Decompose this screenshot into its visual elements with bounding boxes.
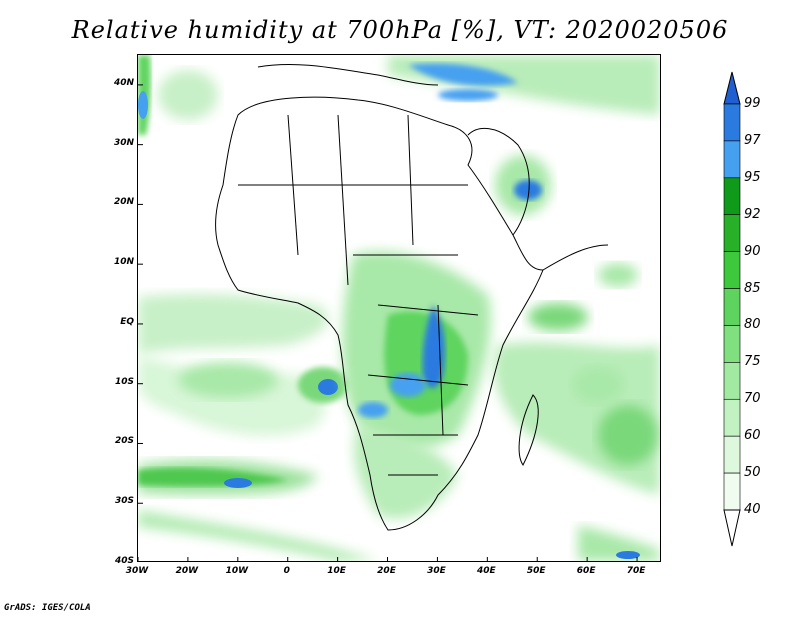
colorbar-swatch <box>723 362 741 400</box>
axis-ticks <box>138 84 638 561</box>
lon-tick-label: 0 <box>283 566 290 576</box>
colorbar-label: 70 <box>744 391 761 407</box>
lat-tick-label: 20N <box>113 197 134 208</box>
colorbar-swatch <box>723 472 741 511</box>
colorbar-label: 97 <box>744 132 761 148</box>
lon-tick-label: 30W <box>125 566 149 576</box>
colorbar-label: 92 <box>744 206 761 222</box>
colorbar-label: 75 <box>744 354 761 370</box>
colorbar-swatch <box>723 251 741 289</box>
colorbar <box>723 71 741 547</box>
colorbar-label: 50 <box>744 465 761 481</box>
lon-tick-label: 50E <box>526 566 546 576</box>
lon-tick-label: 10E <box>327 566 346 576</box>
lat-tick-label: 10S <box>114 376 134 387</box>
colorbar-label: 85 <box>744 280 761 296</box>
lon-tick-label: 40E <box>476 566 496 576</box>
colorbar-bottom-arrow <box>723 509 741 547</box>
colorbar-swatch <box>723 103 741 142</box>
humidity-map <box>138 55 660 561</box>
lon-tick-label: 70E <box>626 566 646 576</box>
lat-tick-label: 30N <box>113 137 134 148</box>
colorbar-label: 90 <box>744 243 761 259</box>
coastlines <box>215 63 609 531</box>
lat-tick-label: 40N <box>113 77 134 88</box>
lat-tick-label: EQ <box>120 316 134 327</box>
colorbar-swatch <box>723 214 741 252</box>
map-title: Relative humidity at 700hPa [%], VT: 202… <box>71 16 729 44</box>
lat-tick-label: 30S <box>114 496 134 507</box>
lat-tick-label: 40S <box>114 556 134 566</box>
lon-tick-label: 60E <box>576 566 596 576</box>
colorbar-label: 40 <box>744 502 761 517</box>
lon-tick-label: 20W <box>175 566 199 576</box>
lat-tick-label: 20S <box>114 436 134 447</box>
lon-tick-label: 20E <box>377 566 396 576</box>
colorbar-label: 95 <box>744 169 761 185</box>
colorbar-label: 60 <box>744 428 761 444</box>
colorbar-swatch <box>723 140 741 179</box>
colorbar-label: 80 <box>744 317 761 333</box>
colorbar-swatch <box>723 325 741 363</box>
map-panel <box>137 54 661 562</box>
colorbar-label: 99 <box>744 96 761 111</box>
grads-credit: GrADS: IGES/COLA <box>4 603 91 613</box>
lon-tick-label: 10W <box>225 566 249 576</box>
colorbar-swatch <box>723 398 741 437</box>
humidity-field <box>138 55 660 561</box>
lat-tick-label: 10N <box>113 257 134 268</box>
colorbar-top-arrow <box>723 71 741 105</box>
lon-tick-label: 30E <box>427 566 446 576</box>
colorbar-swatch <box>723 177 741 216</box>
colorbar-swatch <box>723 435 741 474</box>
colorbar-swatch <box>723 288 741 326</box>
